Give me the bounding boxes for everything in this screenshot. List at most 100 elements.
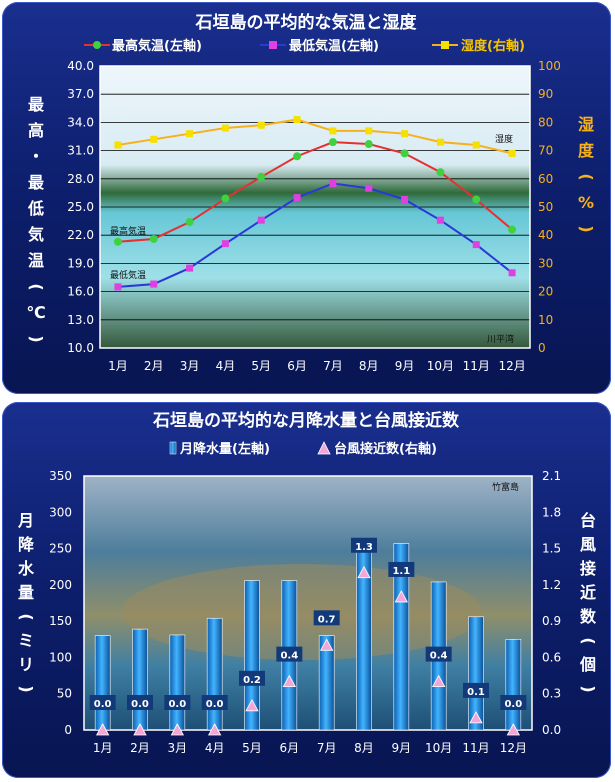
data-point [257, 216, 265, 224]
data-label: 0.4 [430, 651, 448, 662]
x-tick-label: 12月 [500, 741, 527, 755]
left-tick-label: 34.0 [67, 115, 94, 129]
left-axis-label: 最高・最低気温(℃) [26, 95, 46, 343]
data-label-box [164, 695, 191, 710]
left-axis-label-char: 温 [27, 251, 44, 270]
right-axis-label-char: ( [579, 637, 598, 644]
typhoon-marker [431, 674, 446, 688]
data-point [436, 138, 444, 146]
legend: 月降水量(左軸) 台風接近数(右軸) [169, 441, 437, 457]
legend-typhoon: 台風接近数(右軸) [317, 441, 437, 457]
typhoon-marker [207, 723, 222, 736]
left-axis-label-char: 低 [27, 199, 44, 218]
x-axis-ticks: 1月 2月 3月 4月 5月 6月 7月 8月 9月 10月 11月 12月 [93, 741, 527, 755]
left-tick-label: 40.0 [67, 59, 94, 73]
data-label-box [351, 537, 377, 553]
data-point [221, 240, 229, 248]
left-tick-label: 50 [57, 687, 72, 701]
plot-frame [83, 475, 533, 731]
rainfall-bar [206, 617, 223, 731]
legend-max-temp: 最高気温(左軸) [84, 38, 202, 54]
typhoon-marker [394, 590, 409, 603]
right-tick-label: 0.9 [542, 614, 561, 628]
left-axis-label-char: 量 [18, 583, 34, 602]
right-tick-label: 1.2 [542, 578, 561, 592]
legend-min-temp-label: 最低気温(左軸) [289, 38, 379, 54]
typhoon-marker [245, 698, 259, 712]
left-axis-label-char: ・ [28, 147, 44, 166]
data-point [293, 194, 301, 202]
right-tick-label: 1.8 [542, 505, 561, 519]
data-label-box [425, 646, 452, 662]
temperature-humidity-panel: 石垣島の平均的な気温と湿度 最高気温(左軸) 最低気温(左軸) 湿度(右軸) 1… [2, 2, 611, 394]
typhoon-marker [506, 723, 521, 736]
annotation-max-temp: 最高気温 [110, 225, 146, 237]
x-tick-label: 10月 [425, 741, 452, 755]
right-axis-ticks: 0.0 0.3 0.6 0.9 1.2 1.5 1.8 2.1 [542, 469, 561, 737]
data-point [436, 216, 444, 224]
data-point [150, 135, 158, 143]
right-tick-label: 100 [538, 59, 561, 73]
data-point [114, 283, 122, 291]
rainfall-bar [318, 635, 335, 731]
x-tick-label: 4月 [205, 741, 225, 755]
legend: 最高気温(左軸) 最低気温(左軸) 湿度(右軸) [84, 38, 525, 54]
right-tick-label: 0.0 [542, 723, 561, 737]
left-tick-label: 28.0 [67, 172, 94, 186]
x-tick-label: 11月 [462, 741, 489, 755]
left-tick-label: 31.0 [67, 144, 94, 158]
right-axis-label: 台風接近数 (個) [579, 511, 598, 693]
right-tick-label: 30 [538, 256, 553, 270]
data-label: 0.0 [131, 699, 149, 710]
right-tick-label: 40 [538, 228, 553, 242]
x-axis-ticks: 1月 2月 3月 4月 5月 6月 7月 8月 9月 10月 11月 12月 [108, 359, 526, 373]
rainfall-bar [505, 638, 522, 731]
left-tick-label: 300 [49, 505, 72, 519]
rainfall-bar [393, 543, 410, 731]
typhoon-marker [133, 723, 147, 736]
right-axis-label-char: 数 [580, 607, 597, 626]
data-label: 0.0 [206, 699, 224, 710]
data-label: 0.4 [280, 651, 298, 662]
data-point [329, 180, 337, 187]
chart-title: 石垣島の平均的な月降水量と台風接近数 [152, 410, 460, 431]
left-axis-ticks: 10.0 13.0 16.0 19.0 22.0 25.0 28.0 31.0 34.0 37.0… [67, 59, 94, 355]
x-tick-label: 12月 [498, 359, 525, 373]
right-axis-label: 湿度 (%) [577, 115, 596, 233]
x-tick-label: 2月 [130, 741, 150, 755]
right-tick-label: 0.3 [542, 687, 561, 701]
left-axis-label-char: ) [27, 335, 46, 342]
x-tick-label: 9月 [395, 359, 415, 373]
data-label-box [500, 695, 527, 710]
data-point [508, 225, 517, 234]
typhoon-marker [282, 674, 297, 688]
left-axis-label-char: ) [17, 685, 36, 692]
data-point [364, 140, 373, 149]
data-point [329, 127, 337, 135]
right-axis-label-char: ( [577, 173, 596, 180]
typhoon-marker [170, 723, 185, 736]
data-point [436, 168, 445, 177]
left-tick-label: 37.0 [67, 87, 94, 101]
left-tick-label: 16.0 [67, 285, 94, 299]
right-tick-label: 50 [538, 200, 553, 214]
chart-title: 石垣島の平均的な気温と湿度 [195, 12, 418, 33]
left-tick-label: 200 [49, 578, 72, 592]
photo-caption: 竹富島 [492, 481, 519, 493]
data-point [221, 194, 230, 203]
data-label-box [89, 695, 116, 710]
left-tick-label: 250 [49, 542, 72, 556]
legend-humidity: 湿度(右軸) [432, 38, 525, 54]
data-point [257, 172, 266, 181]
left-axis-label-char: 最 [28, 95, 45, 114]
data-point [114, 141, 122, 149]
left-tick-label: 10.0 [67, 341, 94, 355]
left-tick-label: 150 [49, 614, 72, 628]
left-tick-label: 19.0 [67, 256, 94, 270]
left-axis-label: 月降水量 (ミリ) [17, 511, 36, 693]
left-tick-label: 13.0 [67, 313, 94, 327]
x-tick-label: 7月 [323, 359, 343, 373]
data-label-box [276, 646, 303, 662]
left-axis-label-char: ミ [18, 631, 34, 650]
temperature-humidity-chart: 石垣島の平均的な気温と湿度 最高気温(左軸) 最低気温(左軸) 湿度(右軸) 1… [26, 12, 596, 373]
